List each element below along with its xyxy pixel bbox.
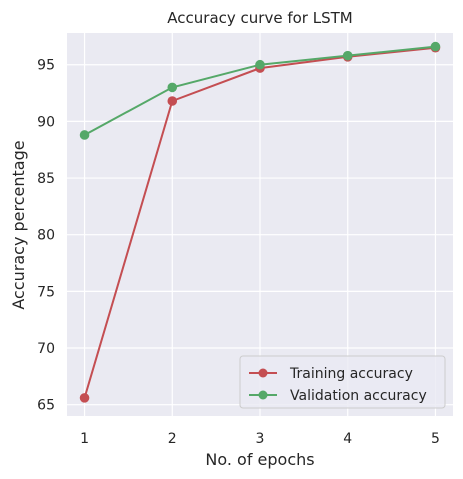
data-point-validation [342, 50, 353, 61]
legend-marker-validation [258, 390, 268, 400]
y-tick-label: 90 [37, 114, 55, 130]
y-tick-label: 85 [37, 171, 55, 187]
grid-lines [67, 33, 453, 416]
chart-title: Accuracy curve for LSTM [167, 9, 352, 27]
data-point-training [167, 96, 178, 106]
legend-box [239, 355, 446, 409]
y-tick-label: 80 [37, 228, 55, 244]
legend-marker-training [258, 368, 268, 378]
data-point-training [79, 393, 90, 403]
legend-label-training: Training accuracy [289, 366, 413, 382]
x-tick-label: 3 [256, 431, 265, 447]
legend: Training accuracy Validation accuracy [239, 355, 446, 409]
x-tick-label: 5 [431, 431, 440, 447]
x-tick-label: 1 [80, 431, 89, 447]
y-tick-label: 75 [37, 284, 55, 300]
y-tick-label: 95 [37, 58, 55, 74]
series-layer [79, 41, 441, 403]
y-tick-label: 70 [37, 341, 55, 357]
x-tick-label: 2 [168, 431, 177, 447]
data-point-validation [79, 130, 90, 140]
y-tick-label: 65 [37, 398, 55, 414]
legend-label-validation: Validation accuracy [290, 388, 427, 404]
tick-labels: 1 2 3 4 5 65 70 75 80 85 90 95 [37, 58, 440, 447]
y-axis-label: Accuracy percentage [9, 140, 28, 309]
x-tick-label: 4 [343, 431, 352, 447]
data-point-validation [430, 41, 441, 52]
x-axis-label: No. of epochs [205, 450, 314, 469]
data-point-validation [167, 82, 178, 93]
data-point-validation [255, 59, 265, 70]
